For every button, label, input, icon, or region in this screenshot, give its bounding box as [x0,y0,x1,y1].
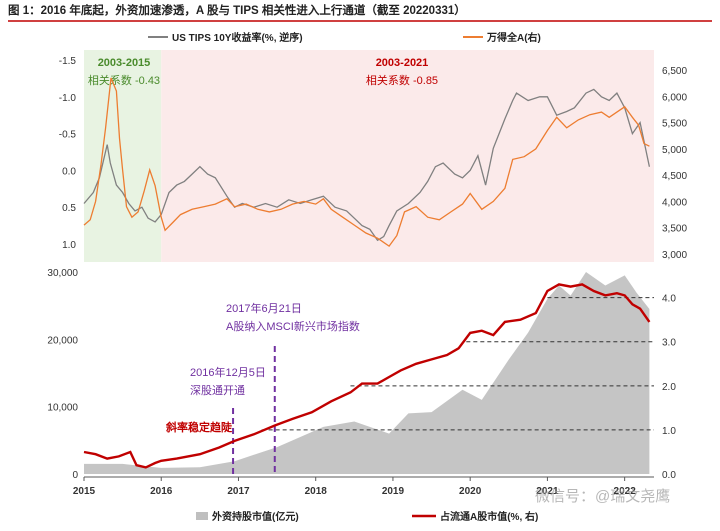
top-left-tick: 0.0 [62,166,76,177]
legend-swatch-holdings [196,512,208,520]
legend-label-holdings: 外资持股市值(亿元) [211,510,299,523]
x-tick-label: 2018 [305,486,328,497]
event-detail-2: A股纳入MSCI新兴市场指数 [226,319,360,333]
shaded-period-1 [161,50,654,262]
top-right-tick: 6,500 [662,66,687,77]
top-left-tick: 0.5 [62,203,76,214]
top-right-tick: 6,000 [662,92,687,103]
period-note-1: 相关系数 -0.43 [88,73,160,87]
bottom-left-tick: 30,000 [47,268,78,279]
series-line-ratio [83,283,651,469]
bottom-left-tick: 10,000 [47,403,78,414]
bottom-left-tick: 20,000 [47,335,78,346]
x-tick-label: 2017 [227,486,250,497]
event-label-1: 2016年12月5日 [190,365,266,379]
series-line-tips [83,88,651,242]
legend-label-wind: 万得全A(右) [486,31,541,44]
period-label-2: 2003-2021 [376,57,429,69]
top-right-tick: 3,000 [662,250,687,261]
bottom-right-tick: 0.0 [662,470,676,481]
x-tick-label: 2015 [73,486,96,497]
legend-label-tips: US TIPS 10Y收益率(%, 逆序) [172,31,303,44]
shaded-period-0 [84,50,162,262]
x-tick-label: 2016 [150,486,173,497]
chart-title: 图 1：2016 年底起，外资加速渗透，A 股与 TIPS 相关性进入上行通道（… [8,3,466,17]
top-left-tick: -0.5 [59,130,77,141]
top-left-tick: -1.0 [59,93,77,104]
series-area-holdings [84,272,650,474]
top-right-tick: 4,500 [662,171,687,182]
bottom-right-tick: 4.0 [662,294,676,305]
x-tick-label: 2019 [382,486,405,497]
series-line-wind [83,77,650,247]
watermark: 微信号：@瑞文尧鹰 [535,488,670,505]
event-label-2: 2017年6月21日 [226,301,302,315]
x-tick-label: 2021 [536,486,559,497]
bottom-right-tick: 3.0 [662,338,676,349]
top-left-tick: -1.5 [59,56,77,67]
x-tick-label: 2020 [459,486,482,497]
event-detail-1: 深股通开通 [190,384,245,397]
top-right-tick: 4,000 [662,197,687,208]
top-left-tick: 1.0 [62,240,76,251]
bottom-right-tick: 2.0 [662,382,676,393]
legend-label-ratio: 占流通A股市值(%, 右) [440,510,538,523]
top-right-tick: 5,500 [662,119,687,130]
x-tick-label: 2022 [614,486,637,497]
slope-note: 斜率稳定趋陡 [165,420,233,434]
top-right-tick: 3,500 [662,224,687,235]
bottom-left-tick: 0 [72,470,78,481]
top-right-tick: 5,000 [662,145,687,156]
period-label-1: 2003-2015 [98,57,151,69]
bottom-right-tick: 1.0 [662,426,676,437]
period-note-2: 相关系数 -0.85 [366,73,438,87]
